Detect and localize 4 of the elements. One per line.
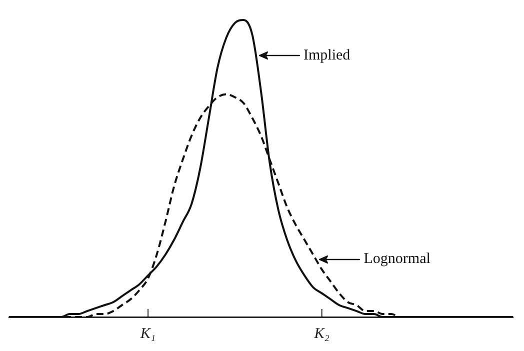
x-tick-label: K₁ [139,326,156,342]
legend-label: Lognormal [364,251,430,268]
x-tick-label: K₂ [313,326,330,342]
legend-label: Implied [304,48,351,64]
